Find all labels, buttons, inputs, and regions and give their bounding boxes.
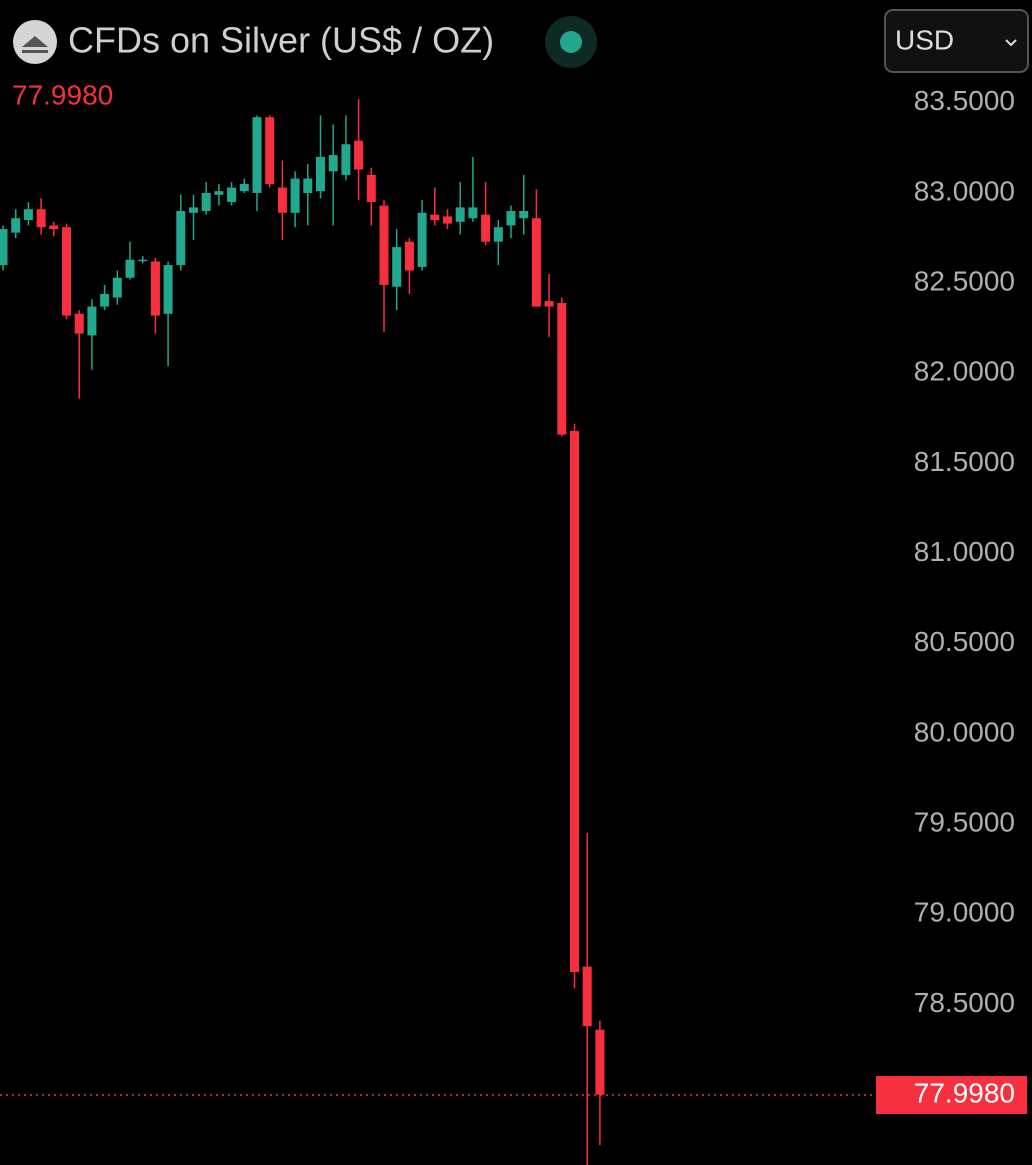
y-tick-label: 80.5000 xyxy=(914,626,1015,657)
candle-body xyxy=(341,144,351,175)
candle-body xyxy=(11,218,21,233)
candle-body xyxy=(328,155,338,172)
candle-body xyxy=(455,207,465,222)
symbol-icon-glyph xyxy=(22,36,48,53)
y-tick-label: 81.0000 xyxy=(914,536,1015,567)
y-tick-label: 78.5000 xyxy=(914,987,1015,1018)
candle-body xyxy=(443,216,452,224)
candle-body xyxy=(417,212,427,267)
candle-body xyxy=(544,301,554,307)
candle-body xyxy=(493,227,503,242)
candle-body xyxy=(468,207,478,219)
candle-body xyxy=(252,117,262,193)
candle-body xyxy=(303,178,313,193)
currency-select[interactable] xyxy=(884,9,1029,73)
y-tick-label: 82.0000 xyxy=(914,356,1015,387)
currency-label[interactable]: USD xyxy=(895,24,954,55)
candle-body xyxy=(595,1029,605,1095)
candle-body xyxy=(49,225,59,230)
candle-body xyxy=(531,218,541,307)
last-price-label: 77.9980 xyxy=(914,1077,1015,1108)
candle-body xyxy=(0,229,8,266)
candle-body xyxy=(23,209,33,221)
candle-body xyxy=(506,210,516,226)
candle-body xyxy=(74,313,84,334)
candle-body xyxy=(112,277,122,298)
candle-body xyxy=(189,207,198,213)
candle-body xyxy=(214,191,224,195)
candle-body xyxy=(366,174,376,202)
candle-body xyxy=(125,259,135,278)
candle-body xyxy=(290,178,300,213)
y-tick-label: 82.5000 xyxy=(914,266,1015,297)
chart-title: CFDs on Silver (US$ / OZ) xyxy=(68,20,494,61)
dropdown-chevron[interactable] xyxy=(1005,39,1017,47)
candle-body xyxy=(354,140,364,170)
candle-body xyxy=(100,293,110,307)
candle-body xyxy=(36,209,46,228)
candle-body xyxy=(163,265,173,314)
last-price-box xyxy=(876,1076,1027,1115)
candle-body xyxy=(227,187,237,202)
y-tick-label: 80.0000 xyxy=(914,716,1015,747)
y-tick-label: 83.0000 xyxy=(914,175,1015,206)
candle-body xyxy=(481,214,491,242)
candle-body xyxy=(557,302,567,435)
candle-body xyxy=(379,205,389,285)
y-tick-label: 79.5000 xyxy=(914,807,1015,838)
y-tick-label: 81.5000 xyxy=(914,446,1015,477)
candle-body xyxy=(239,183,249,192)
candle-body xyxy=(570,431,579,973)
candle-body xyxy=(62,227,71,316)
candle-body xyxy=(404,241,414,271)
candle-body xyxy=(265,117,275,184)
candle-body xyxy=(176,210,186,266)
candle-body xyxy=(138,259,148,262)
y-tick-label: 79.0000 xyxy=(914,897,1015,928)
candle-body xyxy=(277,187,287,213)
candle-body xyxy=(87,306,97,336)
market-status-dot xyxy=(560,31,582,53)
y-tick-label: 83.5000 xyxy=(914,85,1015,116)
candle-body xyxy=(519,210,529,219)
candle-body xyxy=(392,247,402,287)
candle-body xyxy=(150,261,160,316)
header-price: 77.9980 xyxy=(12,79,113,110)
candle-body xyxy=(201,192,211,211)
candle-body xyxy=(582,966,592,1027)
candle-body xyxy=(316,156,325,192)
candle-body xyxy=(430,214,440,221)
